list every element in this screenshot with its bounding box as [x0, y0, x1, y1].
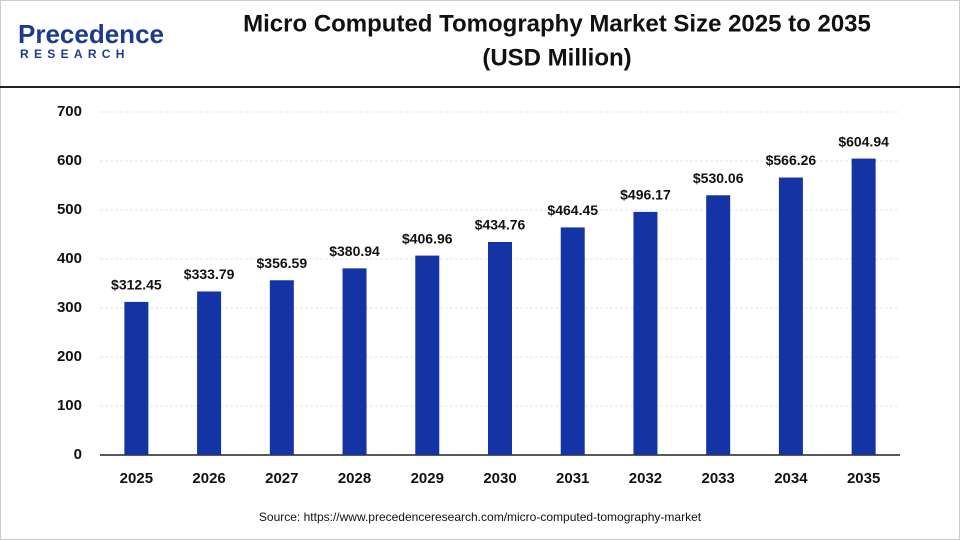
bar: [415, 255, 440, 455]
bar: [778, 177, 803, 455]
value-label: $496.17: [620, 187, 671, 203]
logo: Precedence RESEARCH: [18, 19, 164, 61]
x-tick-label: 2025: [120, 470, 153, 487]
y-tick-label: 300: [57, 299, 82, 316]
bar: [124, 301, 149, 455]
bar: [633, 211, 658, 455]
logo-tagline: RESEARCH: [20, 47, 130, 61]
y-tick-label: 600: [57, 152, 82, 169]
value-label: $464.45: [547, 202, 598, 218]
x-tick-label: 2028: [338, 470, 371, 487]
x-tick-label: 2027: [265, 470, 298, 487]
chart-subtitle: (USD Million): [482, 44, 631, 71]
bar: [342, 268, 367, 455]
y-tick-label: 400: [57, 250, 82, 267]
value-label: $406.96: [402, 230, 453, 246]
x-tick-label: 2034: [774, 470, 808, 487]
x-tick-label: 2035: [847, 470, 880, 487]
x-tick-label: 2030: [483, 470, 516, 487]
y-tick-label: 200: [57, 348, 82, 365]
value-label: $604.94: [838, 133, 889, 149]
y-tick-label: 100: [57, 397, 82, 414]
chart-title: Micro Computed Tomography Market Size 20…: [243, 10, 871, 37]
y-tick-label: 500: [57, 201, 82, 218]
value-label: $530.06: [693, 170, 744, 186]
source: Source: https://www.precedenceresearch.c…: [259, 510, 702, 524]
x-tick-label: 2032: [629, 470, 662, 487]
x-tick-label: 2033: [701, 470, 734, 487]
value-label: $356.59: [257, 255, 308, 271]
value-label: $566.26: [766, 152, 817, 168]
value-label: $312.45: [111, 277, 162, 293]
bar: [851, 158, 876, 455]
bar: [197, 291, 222, 455]
bar: [269, 280, 294, 455]
bar: [706, 195, 731, 455]
bar: [488, 241, 512, 455]
logo-name: Precedence: [18, 19, 164, 49]
value-label: $434.76: [475, 217, 526, 233]
x-tick-label: 2031: [556, 470, 589, 487]
y-tick-label: 700: [57, 103, 82, 120]
x-tick-label: 2029: [411, 470, 444, 487]
value-label: $333.79: [184, 266, 235, 282]
bar: [560, 227, 585, 455]
value-label: $380.94: [329, 243, 380, 259]
x-tick-label: 2026: [192, 470, 225, 487]
y-tick-label: 0: [74, 446, 82, 463]
